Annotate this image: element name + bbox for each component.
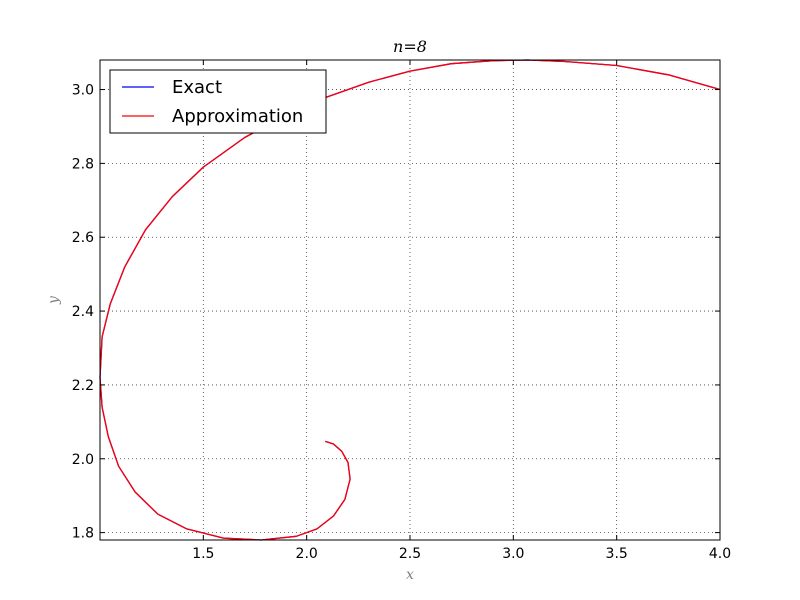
y-tick-label: 2.8	[72, 156, 94, 172]
y-tick-label: 2.4	[72, 304, 94, 320]
legend-label-approximation: Approximation	[172, 106, 303, 127]
y-tick-label: 2.6	[72, 230, 94, 246]
legend: Exact Approximation	[109, 69, 327, 134]
y-tick-label: 1.8	[72, 526, 94, 542]
x-tick-label: 2.0	[296, 546, 318, 562]
ticks-layer: 1.5 2.0 2.5 3.0 3.5 4.0 1.8 2.0 2.2 2.4 2.6 2.8 3.0	[72, 60, 731, 562]
x-tick-label: 2.5	[399, 546, 421, 562]
legend-label-exact: Exact	[172, 77, 222, 98]
y-tick-label: 2.2	[72, 378, 94, 394]
x-axis-label: x	[406, 567, 414, 583]
series-layer	[99, 59, 721, 541]
legend-box	[109, 69, 327, 134]
x-tick-label: 3.0	[502, 546, 524, 562]
x-tick-label: 4.0	[709, 546, 731, 562]
y-axis-label: y	[46, 295, 62, 305]
series-line-approximation	[99, 59, 721, 541]
x-tick-label: 1.5	[192, 546, 214, 562]
y-tick-label: 2.0	[72, 452, 94, 468]
y-tick-label: 3.0	[72, 83, 94, 99]
x-tick-label: 3.5	[606, 546, 628, 562]
chart-title: n=8	[393, 37, 427, 56]
